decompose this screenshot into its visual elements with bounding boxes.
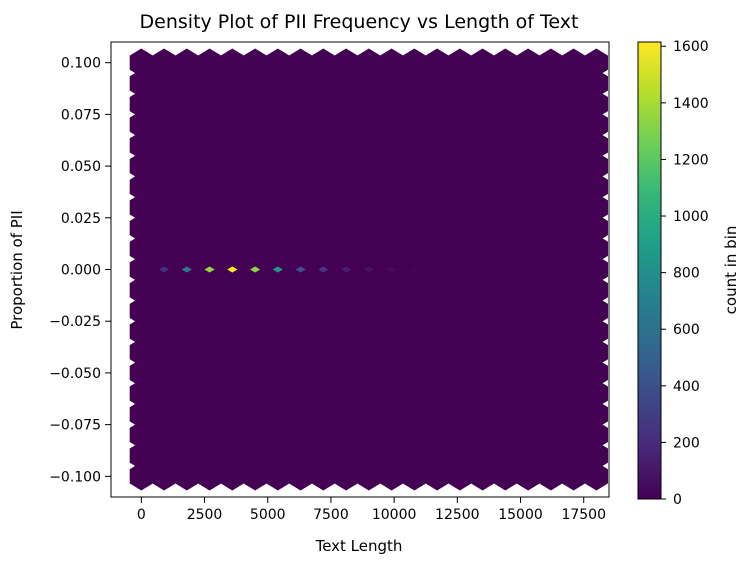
hexbin-cell (573, 431, 597, 460)
y-tick-label: −0.100 (49, 469, 101, 485)
hexbin-cell (573, 120, 597, 150)
colorbar-tick-label: 600 (673, 322, 700, 338)
hexbin-cells (129, 48, 609, 491)
y-tick-label: 0.100 (61, 56, 101, 72)
x-tick-label: 15000 (498, 507, 543, 523)
colorbar-tick-label: 1000 (673, 209, 709, 225)
hexbin-cell (573, 224, 597, 253)
hexbin-cell (573, 182, 597, 212)
hexbin-cell (573, 327, 597, 357)
x-tick-label: 10000 (372, 507, 417, 523)
colorbar-tick-label: 1600 (673, 39, 709, 55)
y-tick-label: −0.075 (49, 418, 101, 434)
y-axis-label: Proportion of PII (8, 210, 26, 329)
hexbin-cell (573, 307, 597, 336)
colorbar-label: count in bin (722, 226, 740, 315)
hexbin-cell (573, 245, 597, 274)
hexbin-cell (573, 141, 597, 170)
y-tick-label: −0.050 (49, 366, 101, 382)
colorbar-tick-label: 400 (673, 379, 700, 395)
x-axis-ticks: 0 2500 5000 7500 10000 12500 15000 17500 (137, 497, 606, 523)
hexbin-cell (573, 286, 597, 315)
y-axis-ticks: 0.100 0.075 0.050 0.025 0.000 −0.025 −0.050 −0.… (49, 56, 111, 485)
y-tick-label: 0.025 (61, 211, 101, 227)
x-tick-label: 0 (137, 507, 146, 523)
x-tick-label: 12500 (435, 507, 480, 523)
colorbar-tick-label: 800 (673, 266, 700, 282)
y-tick-label: 0.050 (61, 159, 101, 175)
x-tick-label: 7500 (313, 507, 349, 523)
colorbar (637, 41, 662, 500)
y-tick-label: −0.025 (49, 314, 101, 330)
colorbar-tick-label: 1200 (673, 152, 709, 168)
hexbin-cell (573, 410, 597, 439)
x-tick-label: 17500 (561, 507, 606, 523)
hexbin-cell (573, 369, 597, 398)
x-tick-label: 5000 (250, 507, 286, 523)
hexbin-cell (573, 79, 597, 108)
y-tick-label: 0.000 (61, 263, 101, 279)
colorbar-tick-label: 200 (673, 435, 700, 451)
hexbin-cell (573, 348, 597, 377)
hexbin-cell (573, 451, 597, 481)
colorbar-tick-label: 0 (673, 492, 682, 508)
y-tick-label: 0.075 (61, 107, 101, 123)
colorbar-ticks: 0 200 400 600 800 1000 1200 1400 1600 (661, 39, 709, 508)
hexbin-cell (573, 162, 597, 191)
hexbin-cell (573, 100, 597, 129)
hexbin-cell (573, 389, 597, 419)
hexbin-cell (573, 203, 597, 232)
hexbin-cell (573, 265, 597, 294)
chart-title: Density Plot of PII Frequency vs Length … (140, 11, 579, 33)
hexbin-cell (573, 58, 597, 88)
x-tick-label: 2500 (187, 507, 223, 523)
colorbar-tick-label: 1400 (673, 96, 709, 112)
x-axis-label: Text Length (315, 537, 403, 555)
